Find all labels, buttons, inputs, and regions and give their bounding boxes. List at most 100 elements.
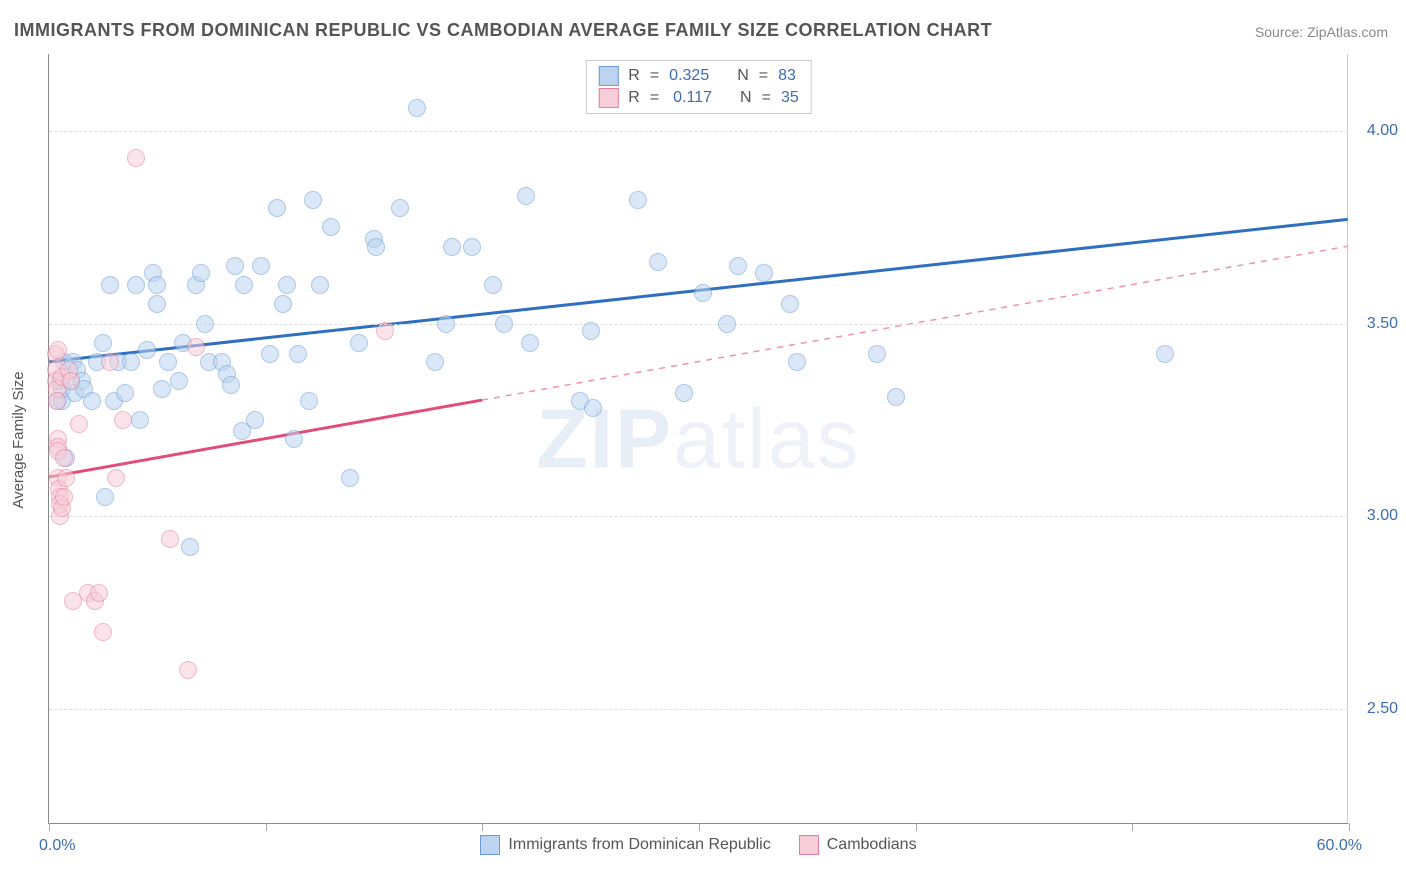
scatter-point	[341, 469, 359, 487]
scatter-point	[252, 257, 270, 275]
scatter-point	[161, 530, 179, 548]
scatter-point	[196, 315, 214, 333]
scatter-point	[246, 411, 264, 429]
scatter-point	[261, 345, 279, 363]
scatter-point	[1156, 345, 1174, 363]
scatter-point	[675, 384, 693, 402]
scatter-point	[304, 191, 322, 209]
legend-row-series-1: R = 0.117 N = 35	[594, 87, 802, 109]
scatter-point	[55, 488, 73, 506]
plot-area: ZIPatlas R = 0.325 N = 83 R = 0.117 N	[48, 54, 1348, 824]
legend-r-prefix: R	[628, 89, 640, 107]
source-prefix: Source:	[1255, 24, 1303, 40]
chart-title: IMMIGRANTS FROM DOMINICAN REPUBLIC VS CA…	[14, 20, 992, 41]
scatter-point	[148, 295, 166, 313]
scatter-point	[170, 372, 188, 390]
legend-n-value-0: 83	[778, 67, 796, 85]
legend-n-prefix: N	[737, 67, 749, 85]
scatter-point	[484, 276, 502, 294]
series-legend-item-0: Immigrants from Dominican Republic	[480, 835, 770, 855]
scatter-point	[107, 469, 125, 487]
x-tick	[49, 823, 50, 831]
series-legend-item-1: Cambodians	[799, 835, 917, 855]
y-axis-label: Average Family Size	[10, 371, 27, 508]
source-value: ZipAtlas.com	[1307, 24, 1388, 40]
scatter-point	[517, 187, 535, 205]
scatter-point	[127, 276, 145, 294]
scatter-point	[179, 661, 197, 679]
scatter-point	[192, 264, 210, 282]
y-tick-label: 3.50	[1367, 315, 1398, 333]
scatter-point	[408, 99, 426, 117]
legend-equals: =	[650, 67, 659, 85]
legend-r-value-0: 0.325	[669, 67, 709, 85]
scatter-point	[268, 199, 286, 217]
series-name-1: Cambodians	[827, 836, 917, 854]
scatter-point	[94, 623, 112, 641]
scatter-point	[138, 341, 156, 359]
y-tick-label: 4.00	[1367, 122, 1398, 140]
scatter-point	[101, 353, 119, 371]
scatter-point	[94, 334, 112, 352]
scatter-point	[159, 353, 177, 371]
x-tick	[1349, 823, 1350, 831]
legend-r-prefix: R	[628, 67, 640, 85]
legend-swatch-0	[598, 66, 618, 86]
scatter-point	[285, 430, 303, 448]
scatter-point	[116, 384, 134, 402]
x-tick	[482, 823, 483, 831]
scatter-point	[437, 315, 455, 333]
scatter-point	[788, 353, 806, 371]
scatter-point	[62, 372, 80, 390]
scatter-point	[122, 353, 140, 371]
scatter-point	[582, 322, 600, 340]
scatter-point	[322, 218, 340, 236]
scatter-point	[311, 276, 329, 294]
series-swatch-0	[480, 835, 500, 855]
scatter-point	[391, 199, 409, 217]
scatter-point	[495, 315, 513, 333]
y-tick-label: 3.00	[1367, 507, 1398, 525]
legend-equals: =	[759, 67, 768, 85]
scatter-point	[350, 334, 368, 352]
watermark-bold: ZIP	[536, 391, 673, 485]
scatter-point	[235, 276, 253, 294]
legend-n-value-1: 35	[781, 89, 799, 107]
scatter-point	[57, 469, 75, 487]
scatter-point	[70, 415, 88, 433]
x-tick	[266, 823, 267, 831]
scatter-point	[781, 295, 799, 313]
scatter-point	[48, 392, 66, 410]
legend-n-prefix: N	[740, 89, 752, 107]
gridline-horizontal	[49, 709, 1348, 710]
scatter-point	[181, 538, 199, 556]
source-attribution: Source: ZipAtlas.com	[1255, 24, 1388, 40]
scatter-point	[426, 353, 444, 371]
scatter-point	[148, 276, 166, 294]
scatter-point	[96, 488, 114, 506]
scatter-point	[101, 276, 119, 294]
scatter-point	[694, 284, 712, 302]
scatter-point	[887, 388, 905, 406]
scatter-point	[521, 334, 539, 352]
scatter-point	[127, 149, 145, 167]
scatter-point	[718, 315, 736, 333]
trend-line-solid	[49, 400, 482, 477]
scatter-point	[274, 295, 292, 313]
scatter-point	[629, 191, 647, 209]
chart-container: IMMIGRANTS FROM DOMINICAN REPUBLIC VS CA…	[0, 0, 1406, 892]
x-tick	[1132, 823, 1133, 831]
scatter-point	[114, 411, 132, 429]
gridline-horizontal	[49, 324, 1348, 325]
scatter-point	[300, 392, 318, 410]
scatter-point	[463, 238, 481, 256]
scatter-point	[289, 345, 307, 363]
scatter-point	[868, 345, 886, 363]
legend-equals: =	[762, 89, 771, 107]
scatter-point	[153, 380, 171, 398]
scatter-point	[278, 276, 296, 294]
y-tick-label: 2.50	[1367, 700, 1398, 718]
scatter-point	[83, 392, 101, 410]
scatter-point	[367, 238, 385, 256]
scatter-point	[376, 322, 394, 340]
